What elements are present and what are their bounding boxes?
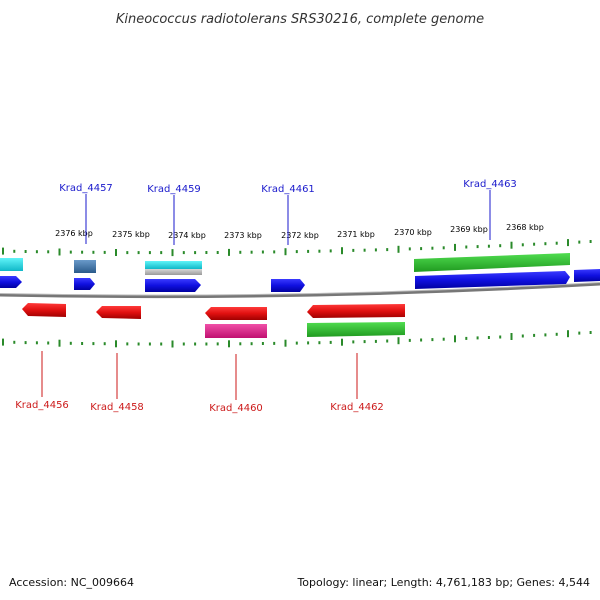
topology-text: Topology: linear; Length: 4,761,183 bp; … [296, 576, 590, 589]
tick-row-top [2, 239, 592, 257]
gene-arrow-forward[interactable] [145, 279, 201, 292]
gene-arrow-forward[interactable] [415, 271, 570, 289]
tick-row-bottom [2, 330, 592, 348]
kbp-label: 2368 kbp [506, 223, 544, 232]
gene-label-krad-4460[interactable]: Krad_4460 [209, 403, 263, 414]
annotation-bar-gray[interactable] [145, 269, 202, 275]
kbp-label: 2374 kbp [168, 231, 206, 240]
gene-label-krad-4463[interactable]: Krad_4463 [463, 179, 517, 190]
gene-arrow-reverse[interactable] [205, 307, 267, 320]
kbp-axis-labels: 2376 kbp 2375 kbp 2374 kbp 2373 kbp 2372… [55, 223, 544, 240]
kbp-label: 2373 kbp [224, 231, 262, 240]
top-gene-labels: Krad_4457 Krad_4459 Krad_4461 Krad_4463 [59, 179, 517, 245]
annotation-bar-cyan[interactable] [0, 258, 23, 271]
kbp-label: 2371 kbp [337, 230, 375, 239]
kbp-label: 2370 kbp [394, 228, 432, 237]
forward-strand-genes [0, 269, 600, 292]
kbp-label: 2372 kbp [281, 231, 319, 240]
kbp-label: 2376 kbp [55, 229, 93, 238]
annotation-bar-magenta[interactable] [205, 324, 267, 338]
annotation-bar-steel[interactable] [74, 260, 96, 273]
gene-arrow-forward[interactable] [271, 279, 305, 292]
annotation-bar-green[interactable] [414, 253, 570, 272]
bottom-gene-labels: Krad_4456 Krad_4458 Krad_4460 Krad_4462 [15, 351, 384, 414]
gene-arrow-reverse[interactable] [22, 303, 66, 317]
gene-arrow-forward[interactable] [574, 269, 600, 282]
gene-arrow-reverse[interactable] [96, 306, 141, 319]
gene-label-krad-4461[interactable]: Krad_4461 [261, 184, 315, 195]
gene-arrow-reverse[interactable] [307, 304, 405, 318]
reverse-annotation-bars [205, 322, 405, 338]
forward-annotation-bars [0, 253, 570, 275]
gene-label-krad-4459[interactable]: Krad_4459 [147, 184, 201, 195]
gene-label-krad-4457[interactable]: Krad_4457 [59, 183, 113, 194]
accession-text: Accession: NC_009664 [9, 576, 134, 589]
genome-title: Kineococcus radiotolerans SRS30216, comp… [116, 12, 484, 27]
genome-backbone-highlight [0, 282, 600, 296]
reverse-strand-genes [22, 303, 405, 320]
gene-label-krad-4462[interactable]: Krad_4462 [330, 402, 384, 413]
gene-label-krad-4456[interactable]: Krad_4456 [15, 400, 69, 411]
genome-backbone [0, 282, 600, 299]
gene-arrow-forward[interactable] [0, 276, 22, 288]
annotation-bar-green[interactable] [307, 322, 405, 337]
kbp-label: 2375 kbp [112, 230, 150, 239]
gene-label-krad-4458[interactable]: Krad_4458 [90, 402, 144, 413]
annotation-bar-cyan[interactable] [145, 261, 202, 269]
kbp-label: 2369 kbp [450, 225, 488, 234]
gene-arrow-forward[interactable] [74, 278, 95, 290]
